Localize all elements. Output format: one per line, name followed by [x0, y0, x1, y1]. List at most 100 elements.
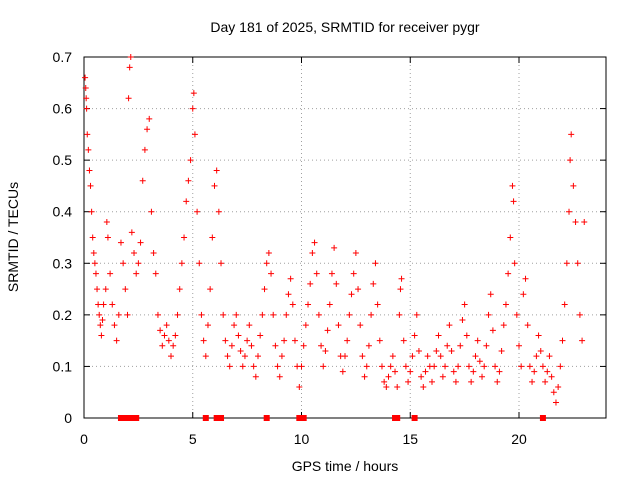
data-point — [117, 239, 124, 246]
x-tick-label: 10 — [294, 431, 310, 447]
y-axis-label: SRMTID / TECUs — [5, 182, 21, 292]
data-point — [448, 347, 455, 354]
data-point — [291, 337, 298, 344]
data-point — [246, 322, 253, 329]
data-point — [374, 301, 381, 308]
data-point — [281, 337, 288, 344]
data-point — [535, 332, 542, 339]
baseline-marker — [218, 415, 225, 421]
data-point — [300, 342, 307, 349]
data-point — [376, 337, 383, 344]
data-point — [127, 54, 134, 60]
data-point — [437, 353, 444, 360]
data-point — [187, 157, 194, 164]
data-point — [128, 229, 135, 236]
data-point — [86, 167, 93, 174]
data-point — [507, 234, 514, 241]
data-point — [126, 64, 133, 71]
data-point — [520, 291, 527, 298]
y-tick-label: 0 — [64, 410, 72, 426]
data-point — [385, 373, 392, 380]
data-point — [283, 311, 290, 318]
data-point — [131, 249, 138, 256]
data-point — [97, 322, 104, 329]
data-point — [567, 157, 574, 164]
data-point — [157, 327, 164, 334]
data-point — [202, 353, 209, 360]
data-point — [546, 353, 553, 360]
data-point — [378, 363, 385, 370]
data-point — [411, 332, 418, 339]
data-point — [231, 322, 238, 329]
data-point — [226, 363, 233, 370]
data-point — [470, 368, 477, 375]
data-point — [209, 234, 216, 241]
data-point — [422, 368, 429, 375]
data-point — [398, 275, 405, 282]
data-point — [433, 347, 440, 354]
data-point — [213, 167, 220, 174]
data-point — [189, 105, 196, 112]
data-point — [563, 260, 570, 267]
data-point — [581, 219, 588, 226]
data-point — [509, 182, 516, 189]
data-point — [355, 286, 362, 293]
data-point — [479, 373, 486, 380]
data-point — [468, 378, 475, 385]
data-point — [135, 260, 142, 267]
data-point — [82, 74, 89, 81]
data-point — [241, 353, 248, 360]
data-point — [95, 301, 102, 308]
data-point — [472, 353, 479, 360]
data-point — [333, 280, 340, 287]
data-point — [548, 373, 555, 380]
data-point — [522, 275, 529, 282]
grid-lines — [84, 57, 606, 418]
data-point — [176, 286, 183, 293]
data-point — [178, 260, 185, 267]
data-point — [224, 353, 231, 360]
data-point — [481, 363, 488, 370]
x-tick-label: 0 — [80, 431, 88, 447]
data-point — [315, 311, 322, 318]
data-point — [561, 301, 568, 308]
data-point — [442, 363, 449, 370]
data-point — [222, 337, 229, 344]
data-point — [496, 368, 503, 375]
data-points — [82, 54, 588, 406]
data-point — [331, 244, 338, 251]
data-point — [218, 260, 225, 267]
baseline-marker — [133, 415, 140, 421]
data-point — [544, 368, 551, 375]
data-point — [196, 260, 203, 267]
data-point — [500, 322, 507, 329]
x-tick-label: 5 — [189, 431, 197, 447]
data-point — [228, 342, 235, 349]
data-point — [444, 342, 451, 349]
data-point — [90, 249, 97, 256]
data-point — [322, 347, 329, 354]
chart-title: Day 181 of 2025, SRMTID for receiver pyg… — [210, 19, 480, 35]
y-tick-label: 0.5 — [53, 152, 73, 168]
data-point — [89, 234, 96, 241]
data-point — [396, 311, 403, 318]
data-point — [204, 322, 211, 329]
baseline-marker — [394, 415, 401, 421]
data-point — [537, 347, 544, 354]
data-point — [255, 353, 261, 360]
data-point — [83, 95, 90, 102]
data-point — [263, 260, 270, 267]
data-point — [274, 363, 281, 370]
data-point — [510, 198, 517, 205]
data-point — [405, 378, 412, 385]
data-point — [559, 337, 566, 344]
data-point — [265, 249, 272, 256]
data-point — [307, 280, 314, 287]
data-point — [198, 311, 205, 318]
data-point — [389, 353, 396, 360]
data-point — [161, 332, 168, 339]
data-point — [98, 332, 105, 339]
data-point — [328, 270, 335, 277]
y-tick-label: 0.3 — [53, 255, 73, 271]
